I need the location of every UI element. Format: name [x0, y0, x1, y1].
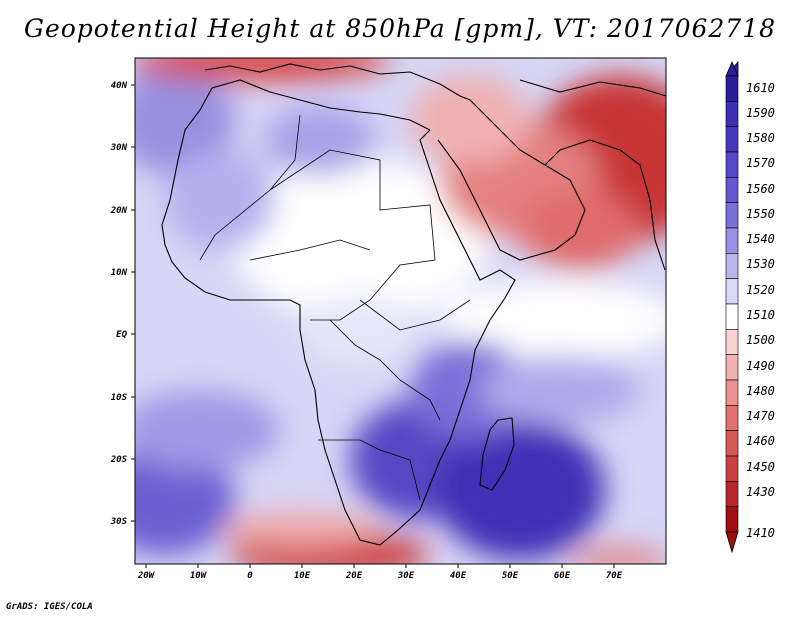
longitude-axis: 20W 10W 0 10E 20E 30E 40E 50E 60E 70E [137, 564, 623, 581]
colorbar-swatch [725, 405, 739, 431]
colorbar-swatch [725, 278, 739, 305]
colorbar-label: 1430 [746, 485, 775, 499]
colorbar-swatch [725, 354, 739, 381]
credit-text: GrADS: IGES/COLA [6, 602, 93, 612]
colorbar-swatch [725, 379, 739, 406]
colorbar-label: 1550 [746, 207, 775, 221]
colorbar-swatch [725, 202, 739, 229]
colorbar-label: 1480 [746, 384, 775, 398]
colorbar-swatch [725, 75, 739, 102]
lon-label: 10E [294, 571, 311, 581]
colorbar-swatch [725, 430, 739, 457]
colorbar-swatch [725, 101, 739, 127]
latitude-axis: 40N 30N 20N 10N EQ 10S 20S 30S [110, 81, 135, 527]
coastlines [161, 63, 666, 546]
map-title: Geopotential Height at 850hPa [gpm], VT:… [23, 14, 777, 43]
lon-label: 70E [606, 571, 623, 581]
lat-label: 10S [111, 393, 128, 403]
colorbar-label: 1580 [746, 131, 775, 145]
lat-label: 40N [111, 81, 128, 91]
lon-label: 10W [190, 571, 208, 581]
colorbar-label: 1410 [746, 526, 775, 540]
lon-label: 60E [554, 571, 571, 581]
lon-label: 20E [345, 571, 363, 581]
colorbar-swatch [725, 227, 739, 254]
height-field [135, 58, 666, 564]
colorbar-label: 1560 [746, 182, 775, 196]
colorbar-label: 1510 [746, 308, 775, 322]
lon-label: 50E [502, 571, 519, 581]
colorbar-label: 1470 [746, 409, 775, 423]
colorbar: 1610 1590 1580 1570 1560 1550 1540 1530 … [725, 60, 775, 554]
colorbar-swatch [725, 253, 739, 279]
colorbar-label: 1610 [746, 81, 775, 95]
colorbar-label: 1570 [746, 156, 775, 170]
colorbar-label: 1450 [746, 460, 775, 474]
lon-label: 0 [247, 571, 253, 581]
lat-label: 20N [110, 206, 128, 216]
colorbar-swatch [725, 303, 739, 330]
colorbar-swatch [725, 506, 739, 533]
colorbar-swatch [725, 126, 739, 153]
colorbar-swatch [725, 151, 739, 178]
lon-label: 20W [137, 571, 156, 581]
colorbar-swatch [725, 455, 739, 482]
lon-label: 30E [397, 571, 415, 581]
plot-frame [134, 57, 667, 565]
colorbar-swatch [725, 481, 739, 507]
colorbar-label: 1590 [746, 106, 775, 120]
colorbar-label: 1530 [746, 257, 775, 271]
lat-label: 30N [110, 143, 128, 153]
lat-label: 10N [111, 268, 128, 278]
colorbar-label: 1500 [746, 333, 775, 347]
lat-label: 20S [110, 455, 128, 465]
colorbar-bottom-arrow [725, 531, 739, 554]
colorbar-label: 1460 [746, 434, 775, 448]
colorbar-label: 1520 [746, 283, 775, 297]
lon-label: 40E [450, 571, 467, 581]
colorbar-label: 1540 [746, 232, 775, 246]
colorbar-swatch [725, 177, 739, 203]
colorbar-label: 1490 [746, 359, 775, 373]
lat-label: EQ [116, 330, 127, 340]
colorbar-swatch [725, 329, 739, 355]
lat-label: 30S [110, 517, 128, 527]
